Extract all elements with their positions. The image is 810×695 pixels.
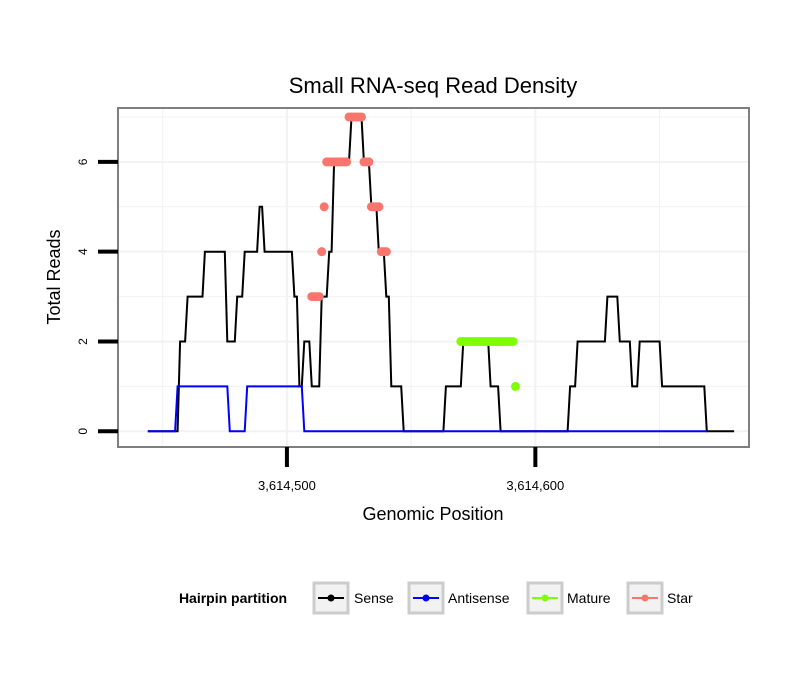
data-point-star: [374, 202, 384, 212]
y-axis-tick-label: 6: [76, 158, 90, 165]
legend-label-sense: Sense: [354, 590, 394, 606]
legend-key-point-antisense: [422, 594, 430, 602]
legend-title: Hairpin partition: [179, 590, 287, 606]
x-axis-title: Genomic Position: [362, 504, 503, 524]
data-point-star: [364, 157, 374, 167]
legend-label-mature: Mature: [567, 590, 611, 606]
y-axis-tick-label: 2: [76, 338, 90, 345]
axes: 0 2 4 6 3,614,500 3,614,600: [76, 158, 564, 493]
legend-label-antisense: Antisense: [448, 590, 510, 606]
x-axis-tick-label: 3,614,500: [258, 478, 316, 493]
x-axis-tick-label: 3,614,600: [506, 478, 564, 493]
data-point-mature: [508, 336, 518, 346]
y-axis-tick-label: 4: [76, 248, 90, 255]
data-point-star: [317, 247, 327, 257]
legend-key-point-mature: [541, 594, 549, 602]
legend-key-point-sense: [327, 594, 335, 602]
data-point-star: [314, 292, 324, 302]
y-axis-title: Total Reads: [44, 229, 64, 324]
legend-label-star: Star: [667, 590, 693, 606]
legend-key-point-star: [641, 594, 649, 602]
y-axis-tick-label: 0: [76, 428, 90, 435]
plot-panel-border: [117, 107, 750, 448]
data-point-star: [356, 112, 366, 122]
plot-panel-background: [118, 108, 749, 447]
data-point-star: [342, 157, 352, 167]
data-series: [147, 112, 735, 433]
data-point-mature: [510, 381, 520, 391]
data-point-star: [381, 247, 391, 257]
legend: Hairpin partition Sense Antisense Mature St…: [179, 581, 693, 615]
series-line-antisense: [147, 385, 707, 433]
series-line-sense: [147, 116, 735, 433]
data-point-star: [319, 202, 329, 212]
chart-title: Small RNA-seq Read Density: [289, 73, 578, 98]
